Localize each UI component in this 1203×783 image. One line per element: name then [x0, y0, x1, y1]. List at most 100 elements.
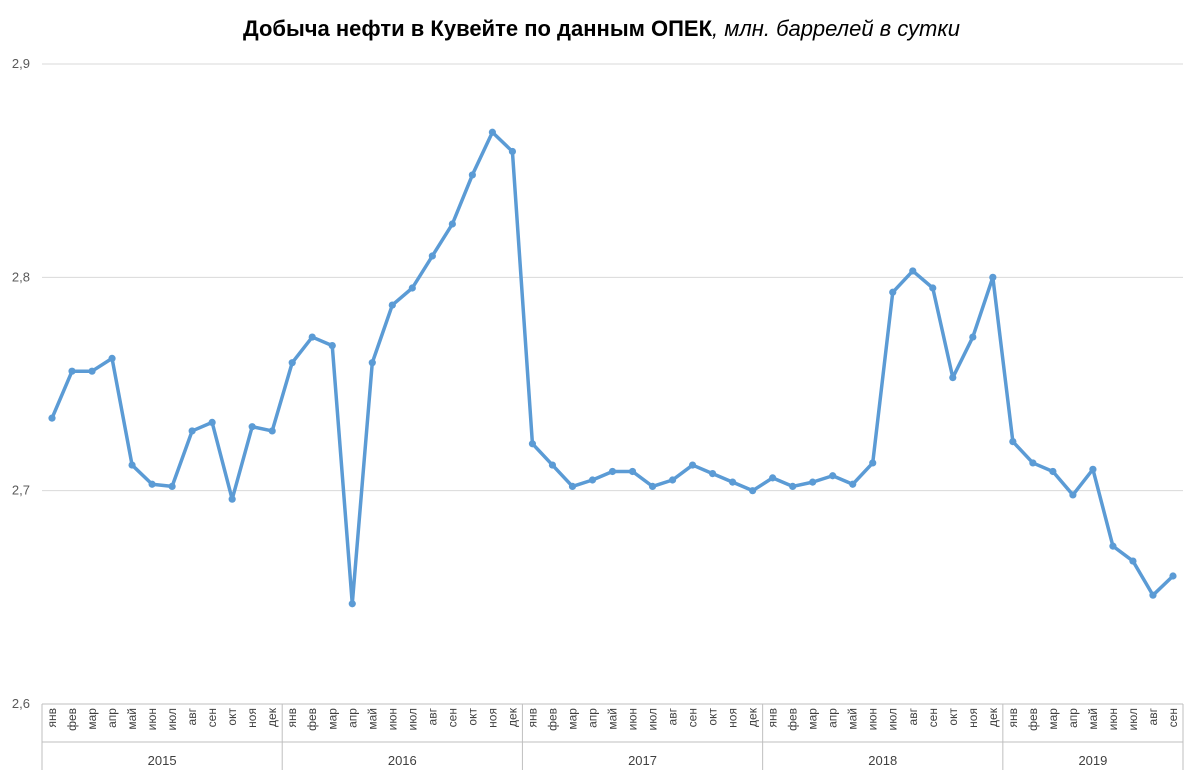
year-tick-label: 2016 — [388, 753, 417, 768]
x-axis — [41, 703, 1184, 770]
data-point — [548, 461, 557, 469]
data-point — [909, 267, 917, 275]
data-point — [789, 482, 797, 490]
year-tick-labels: 2015 2016 2017 2018 2019 — [148, 753, 1108, 768]
month-tick-label: май — [365, 708, 379, 730]
data-point — [588, 476, 597, 484]
data-point — [1069, 491, 1077, 499]
month-tick-label: дек — [746, 707, 760, 727]
month-tick-label: дек — [265, 707, 279, 727]
data-point — [1129, 557, 1137, 565]
data-point — [1109, 542, 1117, 550]
month-tick-label: янв — [45, 708, 59, 728]
data-point — [1049, 467, 1057, 476]
month-tick-label: июн — [1106, 708, 1120, 730]
month-tick-label: янв — [766, 708, 780, 728]
month-tick-label: апр — [345, 708, 359, 728]
data-point — [668, 476, 677, 484]
month-tick-label: мар — [1046, 708, 1060, 730]
data-point — [488, 128, 496, 136]
month-tick-label: мар — [325, 708, 339, 730]
data-point — [288, 359, 296, 367]
series-line — [50, 130, 1175, 606]
month-tick-label: янв — [1006, 708, 1020, 728]
month-tick-label: сен — [445, 708, 459, 727]
month-tick-label: сен — [686, 708, 700, 727]
series-points — [48, 128, 1177, 608]
data-point — [1169, 572, 1177, 580]
month-tick-label: июл — [886, 708, 900, 730]
month-tick-label: авг — [1146, 707, 1160, 725]
month-tick-label: окт — [225, 708, 239, 726]
month-tick-label: ноя — [726, 708, 740, 728]
data-point — [328, 342, 336, 350]
chart-title: Добыча нефти в Кувейте по данным ОПЕК, м… — [0, 16, 1203, 42]
month-tick-label: фев — [1026, 708, 1040, 731]
y-tick-label: 2,7 — [12, 483, 30, 498]
month-tick-label: июл — [1126, 708, 1140, 730]
data-point — [1009, 438, 1017, 446]
month-tick-label: дек — [986, 707, 1000, 727]
data-point — [829, 472, 837, 480]
data-point — [528, 440, 537, 448]
month-tick-label: июл — [405, 708, 419, 730]
month-tick-label: июн — [626, 708, 640, 730]
data-point — [969, 333, 977, 341]
data-point — [48, 414, 56, 422]
year-tick-label: 2015 — [148, 753, 177, 768]
data-point — [628, 467, 637, 476]
month-tick-label: июн — [145, 708, 159, 730]
data-point — [408, 284, 416, 292]
month-tick-label: фев — [786, 708, 800, 731]
data-point — [648, 482, 657, 490]
month-tick-label: дек — [505, 707, 519, 727]
data-point — [208, 418, 216, 426]
data-point — [268, 427, 276, 435]
data-point — [729, 478, 737, 486]
data-point — [708, 470, 717, 478]
data-point — [388, 301, 396, 309]
month-tick-label: окт — [706, 708, 720, 726]
y-tick-label: 2,9 — [12, 56, 30, 71]
month-tick-label: апр — [585, 708, 599, 728]
y-tick-label: 2,6 — [12, 696, 30, 711]
month-tick-label: май — [1086, 708, 1100, 730]
month-tick-label: апр — [105, 708, 119, 728]
month-tick-label: мар — [565, 708, 579, 730]
data-point — [168, 482, 176, 490]
data-point — [448, 220, 456, 228]
month-tick-label: авг — [906, 707, 920, 725]
month-tick-label: мар — [85, 708, 99, 730]
data-point — [849, 480, 857, 488]
series-line-layer — [50, 130, 1175, 606]
month-tick-label: апр — [1066, 708, 1080, 728]
month-tick-label: фев — [545, 708, 559, 731]
data-point — [368, 359, 376, 367]
month-tick-label: май — [606, 708, 620, 730]
month-tick-label: июл — [646, 708, 660, 730]
data-point — [929, 284, 937, 292]
month-tick-label: сен — [205, 708, 219, 727]
month-tick-label: сен — [926, 708, 940, 727]
data-point — [108, 354, 116, 362]
data-point — [608, 467, 617, 476]
year-tick-label: 2019 — [1078, 753, 1107, 768]
data-point — [468, 171, 476, 179]
month-tick-label: мар — [806, 708, 820, 730]
data-point — [688, 461, 697, 469]
data-point — [809, 478, 817, 486]
data-point — [348, 600, 356, 608]
month-tick-label: авг — [425, 707, 439, 725]
month-tick-label: авг — [185, 707, 199, 725]
month-tick-label: май — [125, 708, 139, 730]
data-point — [1029, 459, 1037, 467]
data-point — [128, 461, 136, 469]
month-tick-label: июл — [165, 708, 179, 730]
month-tick-label: ноя — [485, 708, 499, 728]
month-tick-label: окт — [465, 708, 479, 726]
data-point — [1089, 465, 1097, 473]
month-tick-label: апр — [826, 708, 840, 728]
year-tick-label: 2017 — [628, 753, 657, 768]
data-point — [508, 147, 517, 156]
